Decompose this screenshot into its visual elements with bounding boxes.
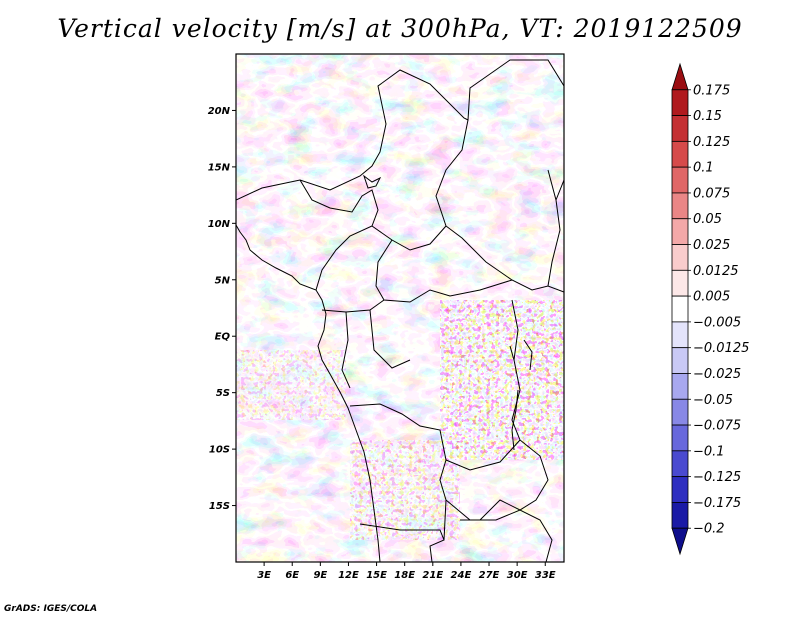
lon-label: 30E xyxy=(507,570,528,581)
lat-label: 5N xyxy=(215,275,231,286)
colorbar-label: 0.05 xyxy=(693,212,722,227)
colorbar-lower-triangle xyxy=(671,527,689,556)
colorbar-box xyxy=(671,269,689,297)
colorbar-upper-triangle xyxy=(671,62,689,91)
lon-label: 33E xyxy=(535,570,556,581)
lat-label: EQ xyxy=(215,332,231,343)
colorbar-label: −0.175 xyxy=(693,496,741,511)
lon-label: 12E xyxy=(338,570,359,581)
colorbar-box xyxy=(671,244,689,271)
colorbar-box xyxy=(671,373,689,400)
colorbar-label: −0.005 xyxy=(693,315,741,330)
colorbar-label: 0.005 xyxy=(693,290,730,305)
border-sahel xyxy=(236,59,564,201)
colorbar-box xyxy=(671,166,689,194)
lat-label: 20N xyxy=(208,106,231,117)
lat-label: 5S xyxy=(216,388,230,399)
boundaries xyxy=(236,59,564,562)
colorbar-label: 0.175 xyxy=(693,83,730,98)
colorbar-label: 0.075 xyxy=(693,186,730,201)
colorbar-label: −0.1 xyxy=(693,444,725,459)
lon-label: 27E xyxy=(479,570,500,581)
lake-tanganyika xyxy=(509,339,533,451)
colorbar-label: 0.0125 xyxy=(693,264,739,279)
colorbar-label: −0.075 xyxy=(693,419,741,434)
colorbar-box xyxy=(671,218,689,245)
lon-label: 24E xyxy=(451,570,472,581)
border-chad-sudan xyxy=(435,119,564,293)
lon-label: 21E xyxy=(422,570,443,581)
grads-credit: GrADS: IGES/COLA xyxy=(4,604,98,614)
colorbar-box xyxy=(671,89,689,116)
lake-chad xyxy=(363,174,382,189)
lon-label: 3E xyxy=(257,570,271,581)
longitude-axis: 3E 6E 9E 12E 15E 18E 21E 24E 27E 30E 33E xyxy=(257,562,556,581)
colorbar-label: −0.125 xyxy=(693,470,741,485)
coastline-west xyxy=(236,224,381,562)
colorbar-box xyxy=(671,295,689,323)
colorbar-label: −0.2 xyxy=(693,522,725,537)
border-zambia xyxy=(445,439,553,562)
latitude-axis: 20N 15N 10N 5N EQ 5S 10S 15S xyxy=(208,106,236,512)
lon-label: 6E xyxy=(285,570,299,581)
colorbar-box xyxy=(671,347,689,374)
lat-label: 15N xyxy=(208,162,231,173)
lat-label: 15S xyxy=(209,501,230,512)
border-ethiopia xyxy=(547,169,564,287)
map-title: Vertical velocity [m/s] at 300hPa, VT: 2… xyxy=(57,14,743,43)
colorbar-label: 0.125 xyxy=(693,135,730,150)
colorbar-label: −0.0125 xyxy=(693,341,749,356)
colorbar: 0.175 0.15 0.125 0.1 0.075 0.05 0.025 0.0125 0.0… xyxy=(671,62,749,556)
colorbar-box xyxy=(671,476,689,503)
lat-label: 10S xyxy=(209,445,230,456)
colorbar-label: 0.025 xyxy=(693,238,730,253)
colorbar-box xyxy=(671,502,689,529)
border-car xyxy=(371,225,513,303)
convective-hotspots-south xyxy=(350,440,460,540)
lon-label: 18E xyxy=(394,570,415,581)
colorbar-label: 0.15 xyxy=(693,109,722,124)
colorbar-box xyxy=(671,140,689,168)
map-frame xyxy=(235,53,565,563)
colorbar-box xyxy=(671,321,689,349)
colorbar-label: 0.1 xyxy=(693,161,714,176)
colorbar-box xyxy=(671,424,689,452)
convective-hotspots-east xyxy=(440,300,564,460)
colorbar-label: −0.025 xyxy=(693,367,741,382)
border-congo xyxy=(321,299,411,389)
colorbar-box xyxy=(671,398,689,426)
field-plot xyxy=(236,54,564,562)
border-angola xyxy=(349,403,447,562)
colorbar-label: −0.05 xyxy=(693,393,733,408)
colorbar-box xyxy=(671,192,689,220)
colorbar-box xyxy=(671,450,689,478)
lon-label: 9E xyxy=(313,570,327,581)
convective-hotspots-west xyxy=(236,350,346,420)
colorbar-box xyxy=(671,115,689,142)
lon-label: 15E xyxy=(366,570,387,581)
border-nigeria-cameroon xyxy=(299,179,379,291)
lat-label: 10N xyxy=(208,219,231,230)
